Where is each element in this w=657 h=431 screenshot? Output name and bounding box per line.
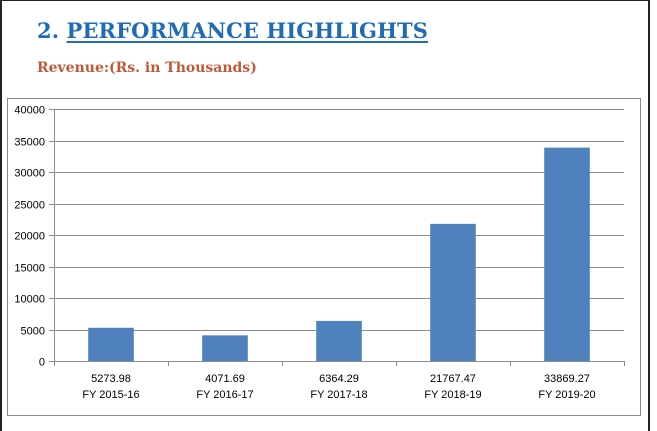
bar-fy-2015-16 [88, 327, 134, 361]
x-category-label: FY 2018-19 [424, 389, 481, 401]
bar-value-label: 4071.69 [205, 373, 245, 385]
bar-value-label: 5273.98 [91, 373, 131, 385]
y-tick-label: 30000 [14, 168, 45, 180]
section-heading: 2. PERFORMANCE HIGHLIGHTS [37, 18, 428, 43]
bar-fy-2019-20 [544, 147, 590, 361]
x-category-label: FY 2019-20 [538, 389, 595, 401]
bar-value-label: 6364.29 [319, 373, 359, 385]
grid-layer [54, 109, 624, 331]
y-tick-label: 25000 [14, 200, 45, 212]
bar-fy-2016-17 [202, 335, 248, 361]
bar-fy-2018-19 [430, 223, 476, 361]
chart-subtitle: Revenue:(Rs. in Thousands) [37, 60, 257, 76]
bars-layer [88, 147, 590, 361]
y-tick-label: 0 [39, 357, 45, 369]
bar-value-label: 21767.47 [430, 373, 476, 385]
y-tick-label: 20000 [14, 231, 45, 243]
revenue-bar-chart: 0 5000 10000 15000 20000 25000 30000 35000 40000… [14, 105, 625, 402]
x-category-label: FY 2015-16 [82, 389, 139, 401]
y-tick-label: 5000 [21, 326, 45, 338]
bar-value-label: 33869.27 [544, 373, 590, 385]
x-category-label: FY 2017-18 [310, 389, 367, 401]
y-tick-label: 15000 [14, 263, 45, 275]
chart-frame: 0 5000 10000 15000 20000 25000 30000 35000 40000… [7, 98, 641, 416]
bar-fy-2017-18 [316, 320, 362, 361]
labels-layer: 0 5000 10000 15000 20000 25000 30000 35000 40000… [14, 105, 595, 402]
y-tick-label: 35000 [14, 137, 45, 149]
x-category-label: FY 2016-17 [196, 389, 253, 401]
axis-layer [49, 109, 625, 366]
y-tick-label: 40000 [14, 105, 45, 117]
y-tick-label: 10000 [14, 294, 45, 306]
section-title: PERFORMANCE HIGHLIGHTS [66, 18, 429, 43]
section-number: 2. [37, 18, 60, 43]
